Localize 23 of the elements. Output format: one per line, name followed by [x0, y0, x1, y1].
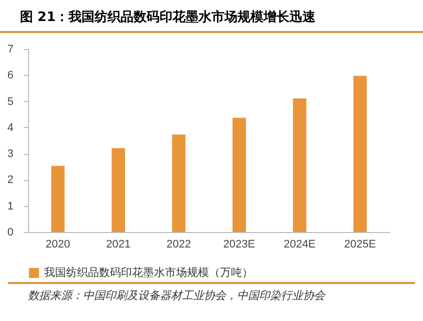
- y-tick-label: 4: [7, 122, 14, 134]
- x-tick-label: 2020: [46, 238, 70, 250]
- bar: [51, 166, 65, 232]
- y-tick-label: 3: [7, 148, 14, 160]
- bar: [292, 98, 306, 232]
- y-tick-label: 5: [7, 96, 14, 108]
- y-tick-label: 7: [7, 44, 14, 56]
- bar: [353, 76, 367, 232]
- y-tick-label: 1: [7, 200, 14, 212]
- y-tick-label: 2: [7, 174, 14, 186]
- legend-label: 我国纺织品数码印花墨水市场规模（万吨）: [44, 266, 253, 279]
- x-tick-label: 2023E: [223, 238, 256, 250]
- x-tick-label: 2025E: [344, 238, 376, 250]
- chart-title: 图 21：我国纺织品数码印花墨水市场规模增长迅速: [0, 0, 423, 33]
- bar: [232, 118, 246, 232]
- bar: [172, 134, 186, 232]
- x-tick-label: 2022: [166, 238, 192, 250]
- y-tick-label: 6: [7, 70, 14, 82]
- x-tick-label: 2021: [106, 238, 131, 250]
- y-tick-label: 0: [7, 226, 14, 238]
- source-note: 数据来源：中国印刷及设备器材工业协会，中国印染行业协会: [8, 282, 415, 307]
- x-tick-label: 2024E: [284, 238, 316, 250]
- bar: [112, 148, 126, 232]
